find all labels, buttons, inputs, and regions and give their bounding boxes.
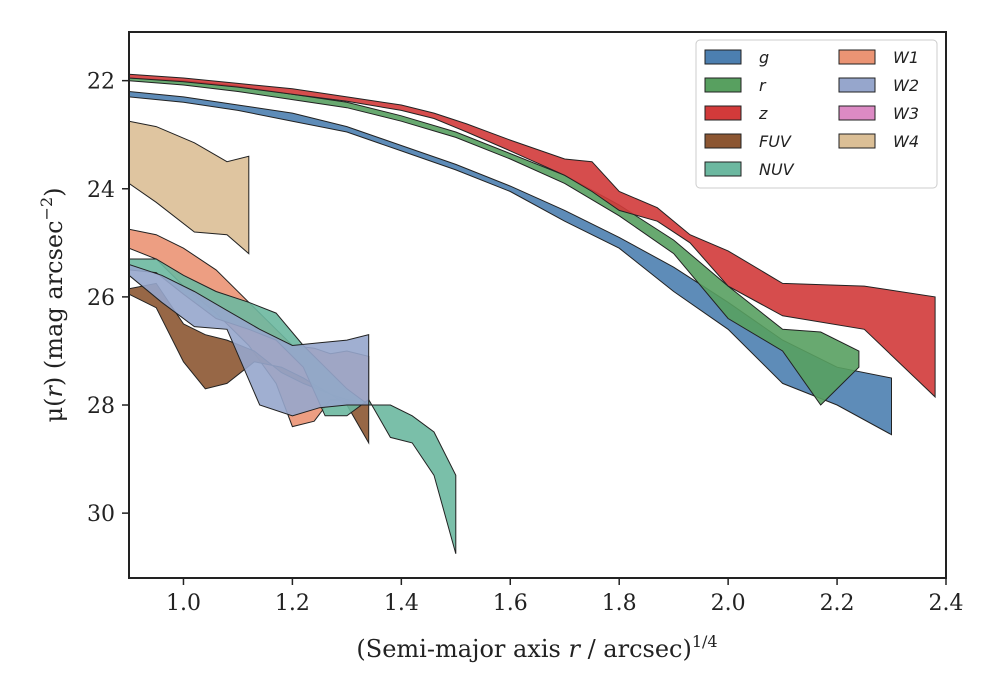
x-tick-label: 2.2 — [820, 591, 855, 616]
bands-layer — [129, 73, 936, 554]
x-tick-label: 1.0 — [166, 591, 201, 616]
x-tick-label: 2.4 — [929, 591, 964, 616]
band-w4 — [129, 120, 250, 255]
legend-swatch-r — [704, 77, 742, 93]
x-tick-label: 1.8 — [602, 591, 637, 616]
legend-swatch-nuv — [704, 161, 742, 177]
y-tick-label: 28 — [87, 394, 115, 419]
legend-label-w2: W2 — [893, 76, 919, 95]
legend-box — [695, 39, 938, 189]
legend-label-nuv: NUV — [759, 160, 795, 179]
y-tick-label: 24 — [87, 178, 115, 203]
band-r — [129, 77, 860, 406]
x-axis-label: (Semi-major axis r / arcsec)1/4 — [356, 632, 717, 663]
y-axis-ticks: 22 24 26 28 30 — [87, 70, 129, 527]
legend-swatch-fuv — [704, 133, 742, 149]
band-g — [129, 90, 892, 436]
legend-label-w3: W3 — [893, 104, 919, 123]
y-axis-label: μ(r) (mag arcsec−2) — [37, 187, 68, 422]
legend-label-fuv: FUV — [759, 132, 792, 151]
legend-swatch-w2 — [838, 77, 876, 93]
legend-label-g: g — [759, 48, 769, 67]
band-z — [129, 73, 936, 399]
legend-label-w4: W4 — [893, 132, 919, 151]
x-axis-ticks: 1.0 1.2 1.4 1.6 1.8 2.0 2.2 2.4 — [166, 578, 964, 616]
legend-swatch-g — [704, 49, 742, 65]
legend-label-r: r — [759, 76, 767, 95]
legend-label-w1: W1 — [893, 48, 919, 67]
y-tick-label: 22 — [87, 70, 115, 95]
x-tick-label: 2.0 — [711, 591, 746, 616]
legend-swatch-w1 — [838, 49, 876, 65]
legend-label-z: z — [758, 104, 768, 123]
legend: grz FUV NUV W1 W2 W3 W4 — [695, 39, 938, 189]
legend-swatch-w4 — [838, 133, 876, 149]
x-tick-label: 1.4 — [384, 591, 419, 616]
y-tick-label: 26 — [87, 286, 115, 311]
y-tick-label: 30 — [87, 502, 115, 527]
legend-swatch-z — [704, 105, 742, 121]
legend-swatch-w3 — [838, 105, 876, 121]
band-w2 — [129, 263, 370, 417]
x-tick-label: 1.6 — [493, 591, 528, 616]
x-tick-label: 1.2 — [275, 591, 310, 616]
plot-frame — [128, 31, 947, 579]
